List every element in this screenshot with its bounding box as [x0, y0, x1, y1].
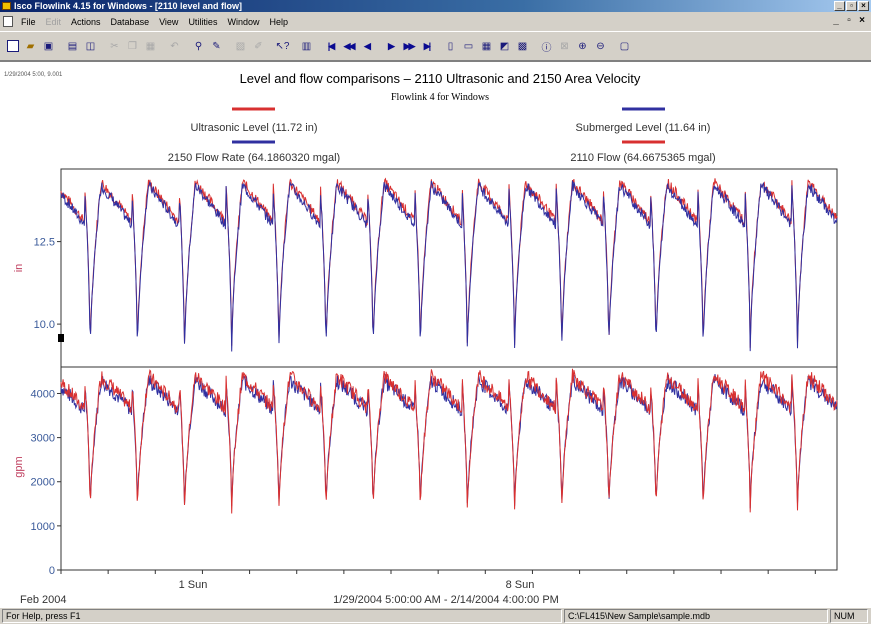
mdi-controls: _ ▫ ×	[830, 15, 868, 26]
menu-database[interactable]: Database	[110, 16, 150, 27]
previous-icon[interactable]: ◀	[364, 40, 371, 51]
find-icon[interactable]: ⚲	[194, 40, 203, 52]
first-record-icon[interactable]: |◀	[327, 40, 336, 51]
maximize-button[interactable]: ▫	[846, 1, 857, 11]
print-icon[interactable]: ▤	[67, 40, 78, 52]
save-icon[interactable]: ▣	[43, 40, 54, 52]
status-db-path: C:\FL415\New Sample\sample.mdb	[564, 609, 828, 623]
cursor-marker[interactable]	[58, 334, 64, 342]
mdi-close-button[interactable]: ×	[859, 15, 865, 26]
mdi-minimize-button[interactable]: _	[833, 15, 839, 26]
copy-icon[interactable]: ❐	[128, 40, 137, 52]
flow-plot-frame	[60, 366, 838, 571]
rewind-icon[interactable]: ◀◀	[343, 40, 356, 51]
flow-axis-label: gpm	[13, 456, 25, 477]
chart-active-icon[interactable]: ▩	[517, 40, 528, 52]
menu-file[interactable]: File	[21, 16, 36, 27]
calendar-icon[interactable]: ▥	[301, 40, 312, 52]
edit-disabled-icon[interactable]: ✐	[254, 40, 263, 52]
y-tick-label: 0	[49, 565, 55, 577]
info-icon[interactable]: ⓘ	[541, 42, 552, 54]
context-help-icon[interactable]: ↖?	[275, 40, 290, 52]
close-button[interactable]: ×	[858, 1, 869, 11]
window-title: Isco Flowlink 4.15 for Windows - [2110 l…	[14, 1, 242, 11]
flow-y-ticks: 0 1000 2000 3000 4000	[31, 388, 61, 577]
menu-actions[interactable]: Actions	[71, 16, 101, 27]
next-icon[interactable]: ▶	[388, 40, 395, 51]
zoom-in-icon[interactable]: ⊕	[578, 40, 587, 52]
y-tick-label: 10.0	[34, 319, 55, 331]
toolbar: ▰ ▣ ▤ ◫ ✂ ❐ ▦ ↶ ⚲ ✎ ▧ ✐ ↖? ▥ |◀ ◀◀ ◀ ▶ ▶…	[0, 31, 871, 61]
level-series-1	[60, 180, 838, 352]
y-tick-label: 12.5	[34, 237, 55, 249]
last-record-icon[interactable]: ▶|	[423, 40, 432, 51]
undo-icon[interactable]: ↶	[170, 40, 179, 52]
app-icon[interactable]	[2, 2, 11, 10]
refresh-icon[interactable]: ▢	[619, 40, 630, 52]
y-tick-label: 2000	[31, 477, 55, 489]
graph-disabled-icon[interactable]: ▧	[235, 40, 246, 52]
fast-forward-icon[interactable]: ▶▶	[403, 40, 416, 51]
window-controls: _ ▫ ×	[834, 1, 869, 11]
menu-bar: File Edit Actions Database View Utilitie…	[0, 12, 871, 31]
zoom-out-icon[interactable]: ⊖	[596, 40, 605, 52]
open-folder-icon[interactable]: ▰	[26, 40, 35, 52]
zoom-disabled-icon[interactable]: ⊠	[560, 40, 569, 52]
x-axis-ticks	[60, 570, 816, 574]
menu-help[interactable]: Help	[269, 16, 288, 27]
cut-icon[interactable]: ✂	[110, 40, 119, 52]
table-icon[interactable]: ▦	[481, 40, 492, 52]
menu-utilities[interactable]: Utilities	[188, 16, 218, 27]
x-range-label: 1/29/2004 5:00:00 AM - 2/14/2004 4:00:00…	[333, 594, 559, 606]
timestamp-readout: 1/29/2004 5:00, 9.001	[4, 72, 63, 78]
series-layer	[60, 177, 838, 514]
level-plot-frame	[60, 168, 838, 368]
report-alt-icon[interactable]: ▭	[463, 40, 474, 52]
legend-ultrasonic-level: Ultrasonic Level (11.72 in)	[191, 122, 318, 134]
print-preview-icon[interactable]: ◫	[85, 40, 96, 52]
y-tick-label: 1000	[31, 521, 55, 533]
menu-view[interactable]: View	[159, 16, 179, 27]
menu-edit[interactable]: Edit	[45, 16, 62, 27]
minimize-button[interactable]: _	[834, 1, 845, 11]
level-flow-chart[interactable]: 1/29/2004 5:00, 9.001 Level and flow com…	[0, 62, 871, 608]
report-icon[interactable]: ▯	[447, 40, 454, 52]
legend-2110-flow: 2110 Flow (64.6675365 mgal)	[570, 152, 715, 164]
mdi-restore-button[interactable]: ▫	[847, 15, 851, 26]
new-icon[interactable]	[4, 38, 21, 55]
status-help-text: For Help, press F1	[2, 609, 562, 623]
y-tick-label: 4000	[31, 388, 55, 400]
edit-pencil-icon[interactable]: ✎	[212, 40, 221, 52]
level-y-ticks: 10.0 12.5	[34, 237, 61, 331]
x-month-label: Feb 2004	[20, 594, 66, 606]
status-bar: For Help, press F1 C:\FL415\New Sample\s…	[0, 607, 871, 624]
x-tick-label-8-sun: 8 Sun	[506, 579, 535, 591]
document-icon[interactable]	[3, 16, 13, 27]
legend-submerged-level: Submerged Level (11.64 in)	[576, 122, 711, 134]
status-num-indicator: NUM	[830, 609, 868, 623]
graph-icon[interactable]: ◩	[499, 40, 510, 52]
menu-window[interactable]: Window	[227, 16, 260, 27]
x-tick-label-1-sun: 1 Sun	[179, 579, 208, 591]
legend-2150-flow-rate: 2150 Flow Rate (64.1860320 mgal)	[168, 152, 340, 164]
y-tick-label: 3000	[31, 433, 55, 445]
paste-icon[interactable]: ▦	[145, 40, 156, 52]
level-axis-label: in	[13, 264, 25, 273]
flow-series-1	[60, 368, 838, 514]
chart-subtitle: Flowlink 4 for Windows	[391, 92, 489, 103]
chart-title: Level and flow comparisons – 2110 Ultras…	[240, 71, 641, 86]
chart-window: 1/29/2004 5:00, 9.001 Level and flow com…	[0, 61, 871, 607]
title-bar[interactable]: Isco Flowlink 4.15 for Windows - [2110 l…	[0, 0, 871, 12]
